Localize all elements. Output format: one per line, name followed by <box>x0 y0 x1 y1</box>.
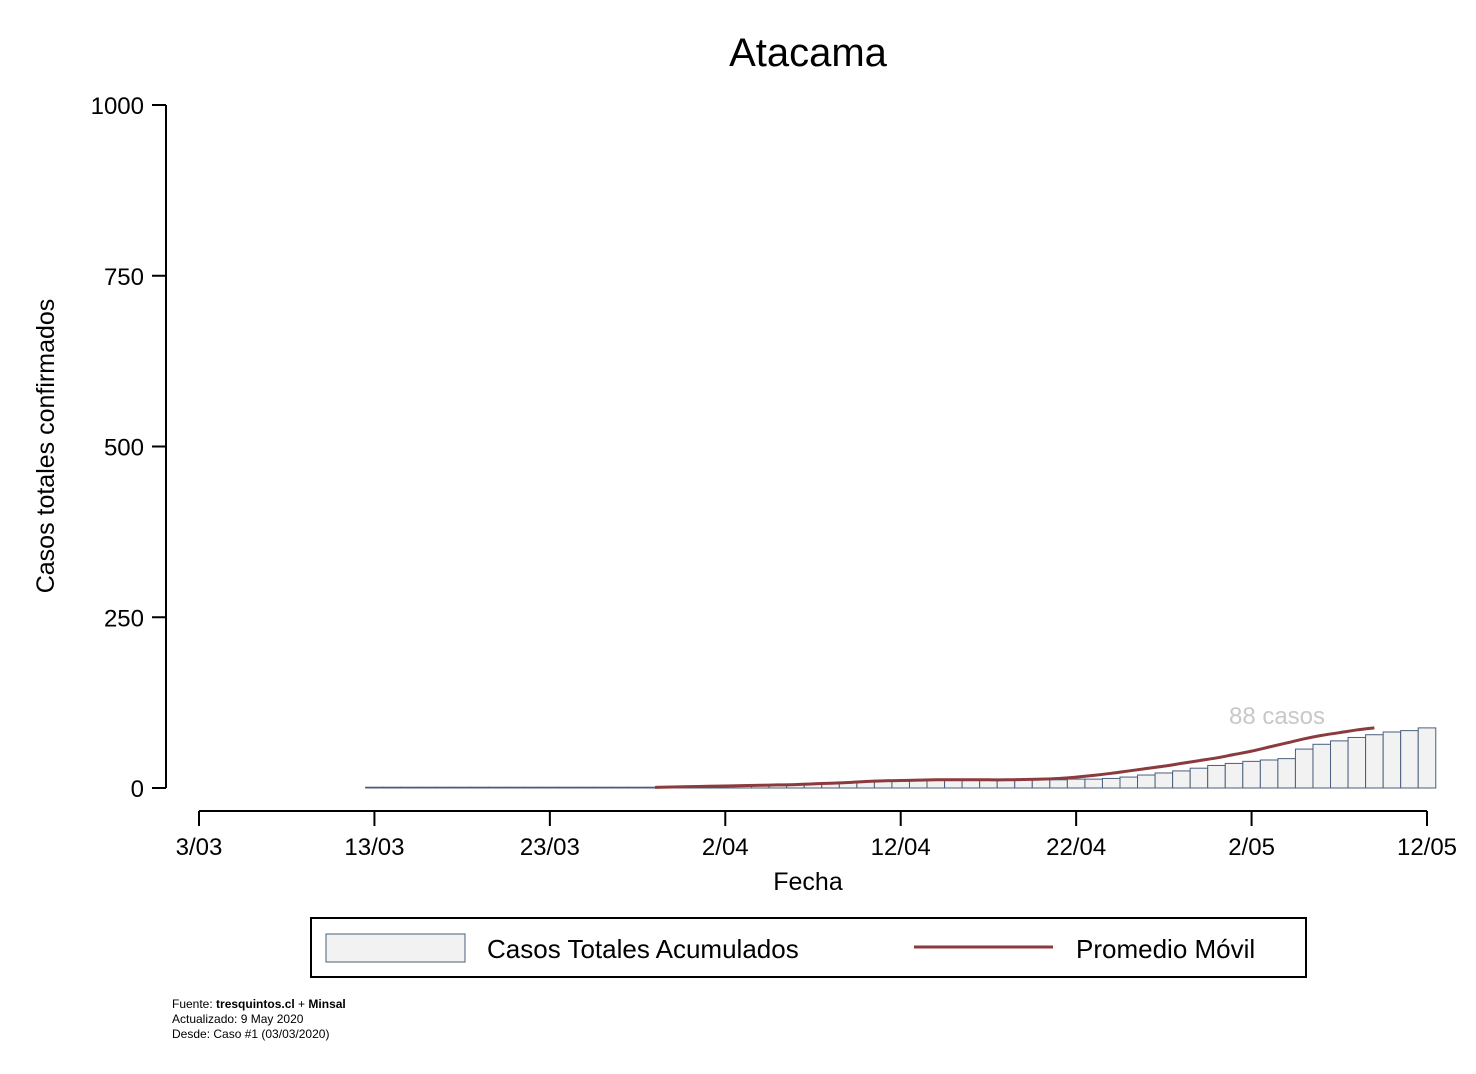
source-line: Fuente: tresquintos.cl + Minsal <box>172 997 346 1011</box>
y-tick-label: 750 <box>104 264 144 291</box>
bar <box>1347 736 1367 789</box>
bar <box>1330 740 1349 789</box>
updated-line: Actualizado: 9 May 2020 <box>172 1012 304 1026</box>
bar <box>435 786 454 789</box>
bar <box>382 786 402 789</box>
bar <box>1242 760 1261 789</box>
bar <box>1277 758 1296 789</box>
bar <box>1207 764 1226 789</box>
bar <box>1312 743 1332 789</box>
y-ticks: 0 250 500 750 1000 <box>91 93 166 803</box>
x-tick-label: 2/04 <box>702 834 749 861</box>
bar <box>470 786 489 789</box>
y-axis-label: Casos totales confirmados <box>32 299 60 594</box>
since-line: Desde: Caso #1 (03/03/2020) <box>172 1027 330 1041</box>
bar <box>610 786 630 789</box>
x-tick-label: 22/04 <box>1046 834 1106 861</box>
legend-label-line: Promedio Móvil <box>1076 934 1255 964</box>
bar <box>1031 779 1051 789</box>
bar <box>1049 779 1068 789</box>
chart-title: Atacama <box>729 31 888 75</box>
legend: Casos Totales Acumulados Promedio Móvil <box>310 917 1307 978</box>
y-tick-label: 500 <box>104 435 144 462</box>
x-tick-label: 3/03 <box>176 834 223 861</box>
x-tick-label: 2/05 <box>1228 834 1275 861</box>
bar <box>540 786 560 789</box>
bar <box>1224 762 1244 789</box>
bar <box>1417 727 1437 789</box>
bar <box>1066 778 1086 789</box>
bar <box>417 786 437 789</box>
bar <box>1365 734 1384 789</box>
bar <box>1101 777 1121 789</box>
legend-box <box>310 917 1307 978</box>
bar <box>505 786 525 789</box>
bar <box>558 786 577 789</box>
y-tick-label: 0 <box>131 776 144 803</box>
bar <box>365 786 384 789</box>
bar <box>575 786 595 789</box>
source-note: Fuente: tresquintos.cl + Minsal Actualiz… <box>172 997 346 1042</box>
bars-series <box>365 727 1437 789</box>
x-tick-label: 23/03 <box>520 834 580 861</box>
bar <box>452 786 472 789</box>
bar <box>1119 776 1139 789</box>
bar <box>628 786 647 789</box>
annotation-last-value: 88 casos <box>1229 703 1325 730</box>
bar <box>1400 730 1419 789</box>
moving-average-line <box>655 726 1375 789</box>
bar <box>1084 778 1103 789</box>
legend-swatch-bars <box>325 933 466 963</box>
x-tick-label: 12/05 <box>1397 834 1457 861</box>
bar <box>1294 748 1314 789</box>
bar <box>1137 774 1156 789</box>
y-tick-label: 250 <box>104 605 144 632</box>
x-tick-label: 12/04 <box>871 834 931 861</box>
bar <box>523 786 542 789</box>
y-tick-label: 1000 <box>91 93 144 120</box>
bar <box>487 786 507 789</box>
source-org: Minsal <box>308 997 346 1011</box>
bar <box>593 786 612 789</box>
x-ticks: 3/03 13/03 23/03 2/04 12/04 22/04 2/05 12/05 <box>176 811 1457 861</box>
line-series <box>655 726 1375 789</box>
bar <box>1154 772 1174 789</box>
bar <box>1382 731 1402 789</box>
x-axis-label: Fecha <box>773 868 843 896</box>
x-tick-label: 13/03 <box>344 834 404 861</box>
bar <box>400 786 419 789</box>
legend-label-bars: Casos Totales Acumulados <box>487 934 799 964</box>
bar <box>1172 770 1191 789</box>
bar <box>1189 767 1209 789</box>
bar <box>1259 759 1279 789</box>
source-site: tresquintos.cl <box>216 997 295 1011</box>
